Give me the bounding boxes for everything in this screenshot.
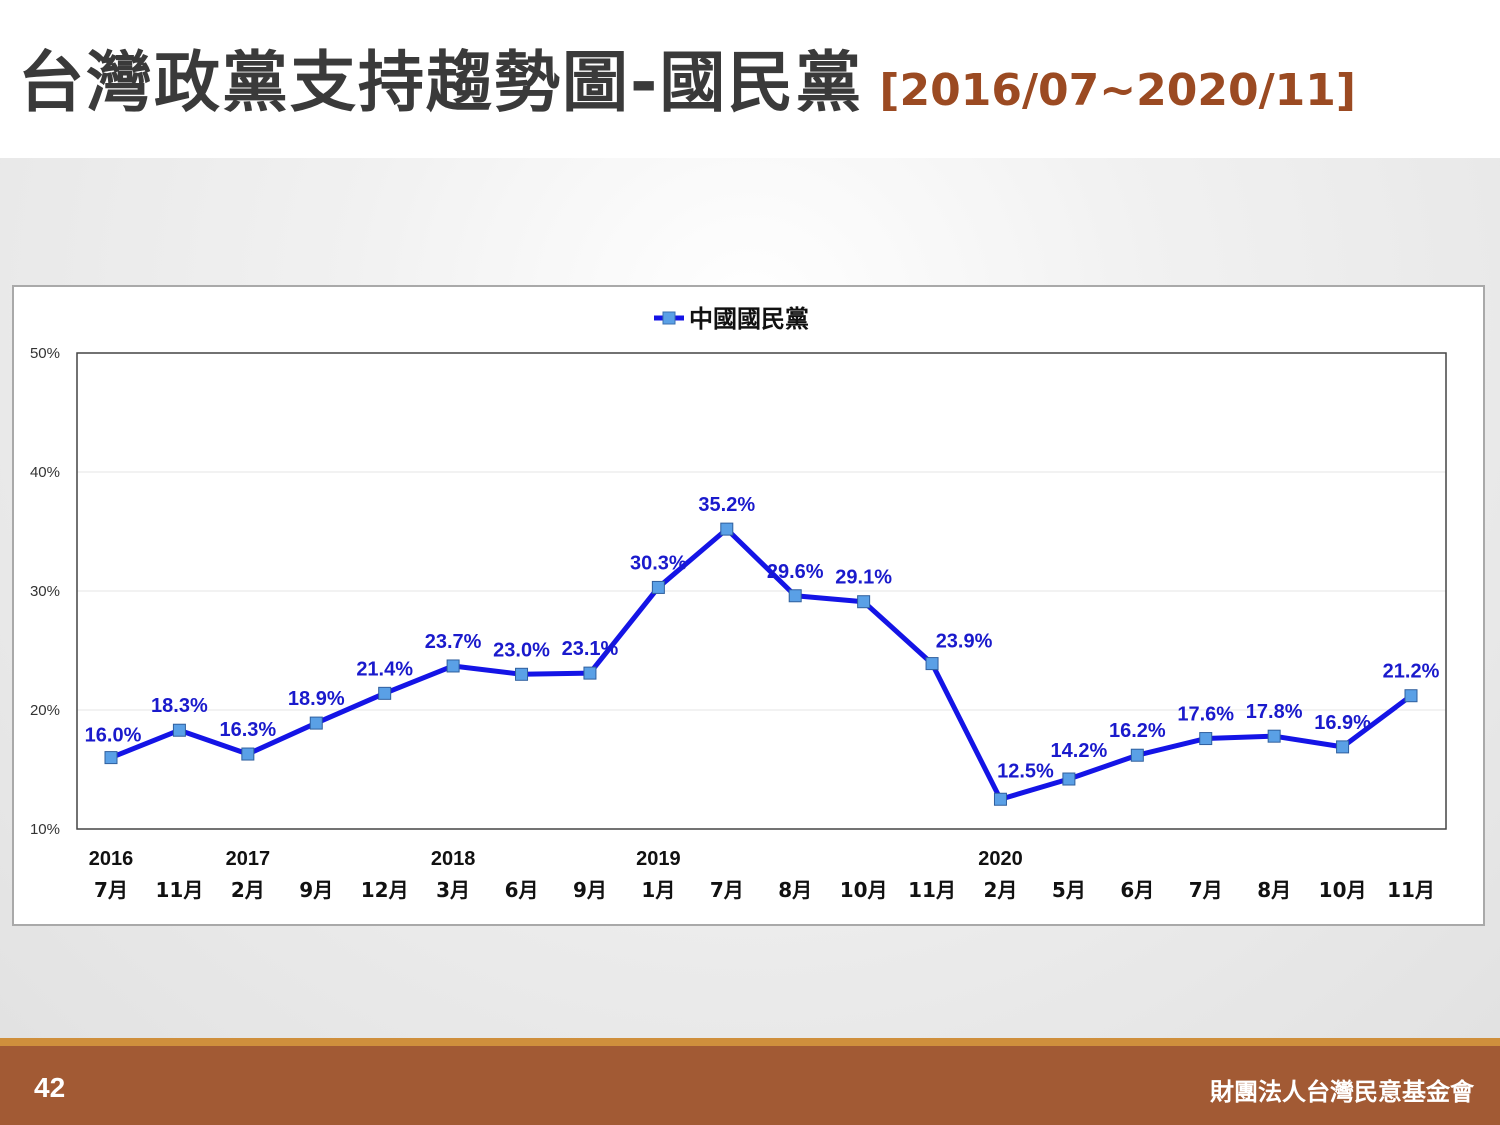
x-year-label: 2020 [978,848,1023,870]
data-point [583,666,597,680]
data-point [993,792,1007,806]
x-month-label: 12月 [361,878,409,902]
y-tick-label: 30% [30,583,60,600]
x-month-label: 6月 [505,878,539,902]
footer-bar: 42 財團法人台灣民意基金會 [0,1038,1500,1125]
title-date-range: [2016/07~2020/11] [879,65,1357,116]
slide-title: 台灣政黨支持趨勢圖-國民黨 [2016/07~2020/11] [18,28,1356,138]
x-year-label: 2017 [226,848,271,870]
legend-label: 中國國民黨 [689,305,809,333]
x-month-label: 2月 [231,878,265,902]
data-label: 16.3% [219,719,276,741]
x-month-label: 8月 [1257,878,1291,902]
x-month-label: 6月 [1120,878,1154,902]
data-point [1267,729,1281,743]
data-point [172,723,186,737]
title-text: 台灣政黨支持趨勢圖-國民黨 [18,44,864,121]
x-month-label: 9月 [299,878,333,902]
x-month-label: 10月 [1319,878,1367,902]
data-point [925,657,939,671]
data-label: 16.0% [85,725,142,747]
data-point [1199,732,1213,746]
x-month-label: 7月 [1189,878,1223,902]
data-point [1404,689,1418,703]
data-point [1130,748,1144,762]
data-point [857,595,871,609]
y-tick-label: 20% [30,702,60,719]
chart-frame: 10% 20% 30% 40% 50% 中國國民黨 2016 2017 2018 2019 2020… [12,285,1485,926]
data-point [720,522,734,536]
data-label: 21.2% [1383,661,1440,683]
x-month-label: 8月 [778,878,812,902]
x-month-label: 7月 [94,878,128,902]
x-month-label: 11月 [1387,878,1435,902]
data-label: 14.2% [1051,740,1108,762]
data-point [1062,772,1076,786]
data-label: 29.6% [767,561,824,583]
data-point [651,580,665,594]
x-month-label: 11月 [155,878,203,902]
page-number: 42 [34,1072,66,1103]
x-month-label: 11月 [908,878,956,902]
data-point [378,686,392,700]
data-point [515,667,529,681]
data-label: 23.1% [562,638,619,660]
data-point [1336,740,1350,754]
data-label: 17.6% [1177,704,1234,726]
x-month-label: 9月 [573,878,607,902]
data-label: 21.4% [356,658,413,680]
y-tick-label: 40% [30,464,60,481]
data-label: 35.2% [698,494,755,516]
legend-marker [662,311,676,325]
data-label: 18.3% [151,695,208,717]
x-year-label: 2016 [89,848,134,870]
data-label: 23.7% [425,631,482,653]
line-chart: 10% 20% 30% 40% 50% 中國國民黨 2016 2017 2018 2019 2020… [30,305,1447,902]
data-label: 16.9% [1314,712,1371,734]
data-label: 16.2% [1109,720,1166,742]
series-line [110,526,1413,802]
data-label: 17.8% [1246,701,1303,723]
data-label: 18.9% [288,688,345,710]
data-point [309,716,323,730]
x-month-label: 1月 [641,878,675,902]
plot-area-border [76,352,1447,830]
x-month-label: 10月 [840,878,888,902]
organization-name: 財團法人台灣民意基金會 [1210,1078,1474,1106]
data-label: 23.9% [936,631,993,653]
x-year-label: 2019 [636,848,681,870]
data-label: 30.3% [630,552,687,574]
x-month-label: 7月 [710,878,744,902]
x-month-label: 2月 [984,878,1018,902]
data-label: 23.0% [493,639,550,661]
y-tick-label: 50% [30,345,60,362]
x-month-label: 5月 [1052,878,1086,902]
data-point [446,659,460,673]
data-point [241,747,255,761]
y-tick-label: 10% [30,821,60,838]
x-month-label: 3月 [436,878,470,902]
data-point [104,751,118,765]
x-year-label: 2018 [431,848,476,870]
data-label: 12.5% [997,760,1054,782]
data-point [788,589,802,603]
data-label: 29.1% [835,567,892,589]
